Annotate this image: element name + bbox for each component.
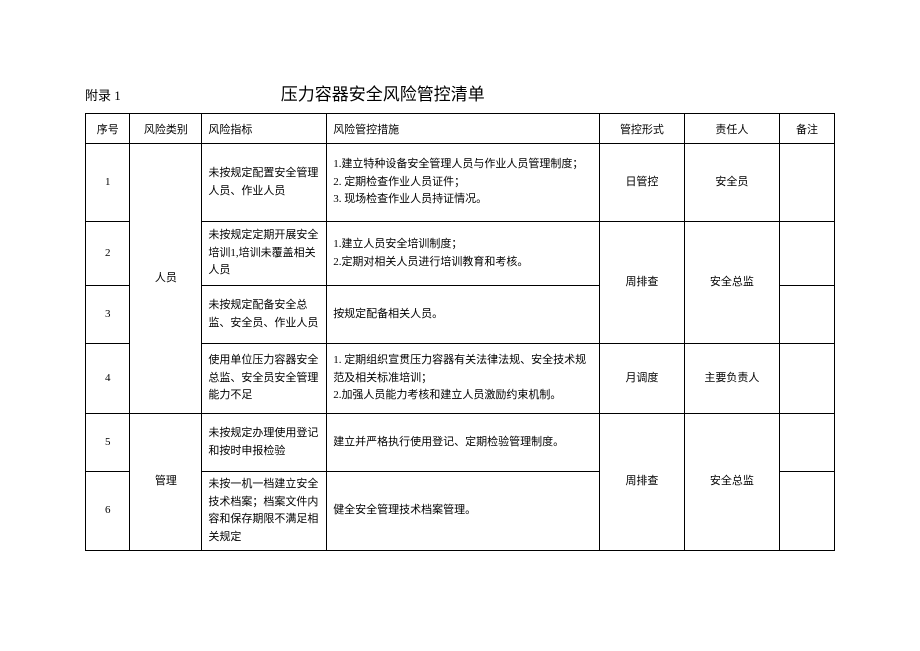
cell-note <box>779 344 834 414</box>
cell-note <box>779 222 834 286</box>
cell-measure: 1. 定期组织宣贯压力容器有关法律法规、安全技术规范及相关标准培训；2.加强人员… <box>327 344 600 414</box>
th-form: 管控形式 <box>600 114 685 144</box>
page-title: 压力容器安全风险管控清单 <box>281 80 485 105</box>
cell-seq: 5 <box>86 414 130 472</box>
cell-indicator: 使用单位压力容器安全总监、安全员安全管理能力不足 <box>202 344 327 414</box>
cell-indicator: 未按规定定期开展安全培训1,培训未覆盖相关人员 <box>202 222 327 286</box>
cell-note <box>779 414 834 472</box>
cell-measure: 1.建立人员安全培训制度；2.定期对相关人员进行培训教育和考核。 <box>327 222 600 286</box>
th-category: 风险类别 <box>130 114 202 144</box>
cell-person: 主要负责人 <box>684 344 779 414</box>
cell-measure: 建立并严格执行使用登记、定期检验管理制度。 <box>327 414 600 472</box>
cell-indicator: 未按一机一档建立安全技术档案；档案文件内容和保存期限不满足相关规定 <box>202 472 327 551</box>
cell-person: 安全总监 <box>684 414 779 551</box>
cell-indicator: 未按规定办理使用登记和按时申报检验 <box>202 414 327 472</box>
cell-seq: 3 <box>86 286 130 344</box>
cell-category-personnel: 人员 <box>130 144 202 414</box>
cell-form: 周排查 <box>600 414 685 551</box>
th-seq: 序号 <box>86 114 130 144</box>
cell-form: 周排查 <box>600 222 685 344</box>
cell-note <box>779 472 834 551</box>
cell-form: 月调度 <box>600 344 685 414</box>
cell-note <box>779 286 834 344</box>
cell-measure: 按规定配备相关人员。 <box>327 286 600 344</box>
cell-seq: 2 <box>86 222 130 286</box>
cell-category-management: 管理 <box>130 414 202 551</box>
cell-person: 安全员 <box>684 144 779 222</box>
cell-seq: 4 <box>86 344 130 414</box>
cell-seq: 1 <box>86 144 130 222</box>
cell-person: 安全总监 <box>684 222 779 344</box>
th-note: 备注 <box>779 114 834 144</box>
table-row: 5 管理 未按规定办理使用登记和按时申报检验 建立并严格执行使用登记、定期检验管… <box>86 414 835 472</box>
cell-note <box>779 144 834 222</box>
table-header-row: 序号 风险类别 风险指标 风险管控措施 管控形式 责任人 备注 <box>86 114 835 144</box>
th-indicator: 风险指标 <box>202 114 327 144</box>
th-person: 责任人 <box>684 114 779 144</box>
cell-seq: 6 <box>86 472 130 551</box>
th-measure: 风险管控措施 <box>327 114 600 144</box>
appendix-label: 附录 1 <box>85 85 121 104</box>
header-row: 附录 1 压力容器安全风险管控清单 <box>85 80 835 105</box>
cell-form: 日管控 <box>600 144 685 222</box>
cell-indicator: 未按规定配置安全管理人员、作业人员 <box>202 144 327 222</box>
risk-control-table: 序号 风险类别 风险指标 风险管控措施 管控形式 责任人 备注 1 人员 未按规… <box>85 113 835 551</box>
table-row: 1 人员 未按规定配置安全管理人员、作业人员 1.建立特种设备安全管理人员与作业… <box>86 144 835 222</box>
cell-indicator: 未按规定配备安全总监、安全员、作业人员 <box>202 286 327 344</box>
cell-measure: 1.建立特种设备安全管理人员与作业人员管理制度；2. 定期检查作业人员证件；3.… <box>327 144 600 222</box>
cell-measure: 健全安全管理技术档案管理。 <box>327 472 600 551</box>
